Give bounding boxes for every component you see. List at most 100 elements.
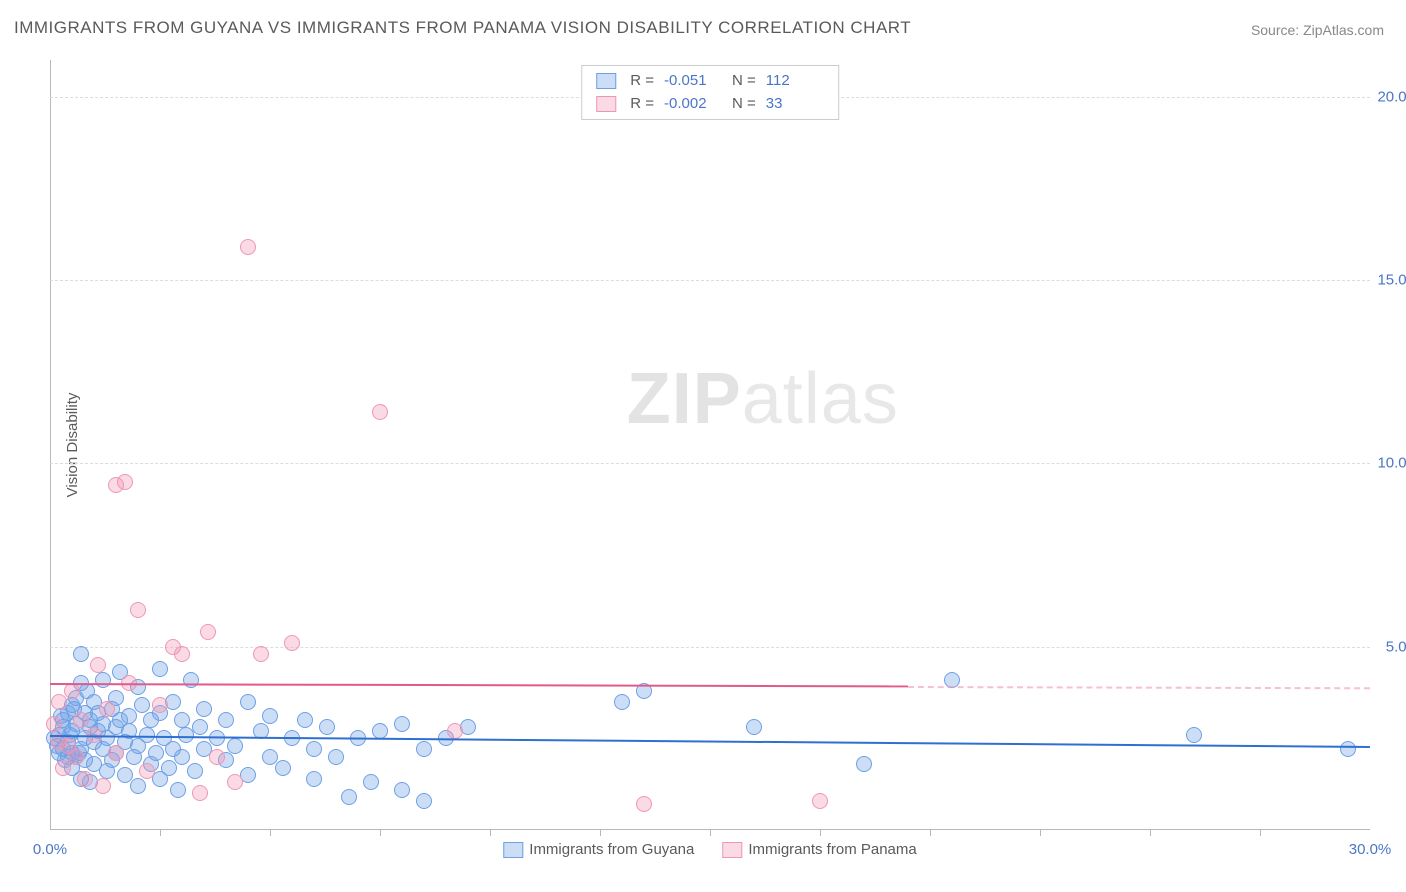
scatter-point <box>95 778 111 794</box>
scatter-point <box>284 635 300 651</box>
scatter-point <box>152 661 168 677</box>
scatter-point <box>55 760 71 776</box>
scatter-point <box>73 712 89 728</box>
n-label: N = <box>732 93 756 116</box>
scatter-point <box>192 785 208 801</box>
scatter-point <box>196 701 212 717</box>
scatter-point <box>99 701 115 717</box>
scatter-point <box>73 646 89 662</box>
y-axis-line <box>50 60 51 830</box>
scatter-point <box>192 719 208 735</box>
scatter-point <box>134 697 150 713</box>
x-tick-mark <box>710 830 711 836</box>
legend-label: Immigrants from Panama <box>748 841 916 858</box>
legend-swatch <box>722 842 742 858</box>
scatter-point <box>174 712 190 728</box>
scatter-point <box>161 760 177 776</box>
scatter-point <box>117 474 133 490</box>
scatter-point <box>139 727 155 743</box>
scatter-point <box>240 694 256 710</box>
scatter-point <box>372 404 388 420</box>
scatter-point <box>363 774 379 790</box>
scatter-point <box>95 672 111 688</box>
y-tick-label: 10.0% <box>1377 455 1406 472</box>
scatter-point <box>416 741 432 757</box>
x-tick-label: 0.0% <box>33 841 67 858</box>
scatter-point <box>218 712 234 728</box>
x-tick-mark <box>270 830 271 836</box>
scatter-point <box>447 723 463 739</box>
n-value: 112 <box>766 70 824 93</box>
chart-area: Vision Disability ZIPatlas 5.0%10.0%15.0… <box>50 60 1370 830</box>
stats-legend: R = -0.051 N = 112 R = -0.002 N = 33 <box>581 65 839 120</box>
scatter-point <box>240 239 256 255</box>
r-label: R = <box>630 93 654 116</box>
scatter-point <box>416 793 432 809</box>
y-tick-label: 15.0% <box>1377 272 1406 289</box>
scatter-point <box>306 771 322 787</box>
scatter-point <box>262 708 278 724</box>
scatter-point <box>394 716 410 732</box>
gridline <box>50 280 1370 281</box>
scatter-point <box>130 602 146 618</box>
gridline <box>50 647 1370 648</box>
n-value: 33 <box>766 93 824 116</box>
y-tick-label: 5.0% <box>1386 638 1406 655</box>
scatter-point <box>139 763 155 779</box>
n-label: N = <box>732 70 756 93</box>
x-tick-mark <box>490 830 491 836</box>
scatter-point <box>636 796 652 812</box>
x-tick-mark <box>380 830 381 836</box>
scatter-point <box>1340 741 1356 757</box>
x-tick-mark <box>1150 830 1151 836</box>
x-tick-mark <box>1260 830 1261 836</box>
x-tick-mark <box>600 830 601 836</box>
scatter-point <box>227 774 243 790</box>
scatter-point <box>746 719 762 735</box>
r-value: -0.051 <box>664 70 722 93</box>
scatter-point <box>90 657 106 673</box>
scatter-point <box>187 763 203 779</box>
r-label: R = <box>630 70 654 93</box>
scatter-point <box>108 745 124 761</box>
legend-swatch <box>503 842 523 858</box>
scatter-point <box>812 793 828 809</box>
scatter-point <box>148 745 164 761</box>
scatter-point <box>372 723 388 739</box>
scatter-point <box>394 782 410 798</box>
legend-swatch <box>596 73 616 89</box>
scatter-point <box>77 771 93 787</box>
scatter-point <box>51 694 67 710</box>
x-tick-mark <box>820 830 821 836</box>
stats-legend-row: R = -0.002 N = 33 <box>596 93 824 116</box>
scatter-point <box>227 738 243 754</box>
scatter-point <box>209 749 225 765</box>
scatter-point <box>152 697 168 713</box>
scatter-point <box>170 782 186 798</box>
x-tick-mark <box>930 830 931 836</box>
scatter-point <box>306 741 322 757</box>
legend-swatch <box>596 96 616 112</box>
scatter-point <box>856 756 872 772</box>
scatter-point <box>46 716 62 732</box>
scatter-point <box>297 712 313 728</box>
scatter-point <box>68 749 84 765</box>
legend-item: Immigrants from Panama <box>722 841 916 858</box>
legend-item: Immigrants from Guyana <box>503 841 694 858</box>
r-value: -0.002 <box>664 93 722 116</box>
scatter-point <box>174 646 190 662</box>
stats-legend-row: R = -0.051 N = 112 <box>596 70 824 93</box>
scatter-point <box>1186 727 1202 743</box>
scatter-point <box>130 778 146 794</box>
regression-line <box>50 735 1370 748</box>
legend-label: Immigrants from Guyana <box>529 841 694 858</box>
regression-line <box>50 683 908 687</box>
chart-title: IMMIGRANTS FROM GUYANA VS IMMIGRANTS FRO… <box>14 18 911 38</box>
scatter-point <box>328 749 344 765</box>
x-tick-mark <box>160 830 161 836</box>
x-tick-mark <box>1040 830 1041 836</box>
scatter-point <box>614 694 630 710</box>
regression-line <box>908 686 1370 689</box>
source-label: Source: ZipAtlas.com <box>1251 22 1384 38</box>
scatter-point <box>200 624 216 640</box>
